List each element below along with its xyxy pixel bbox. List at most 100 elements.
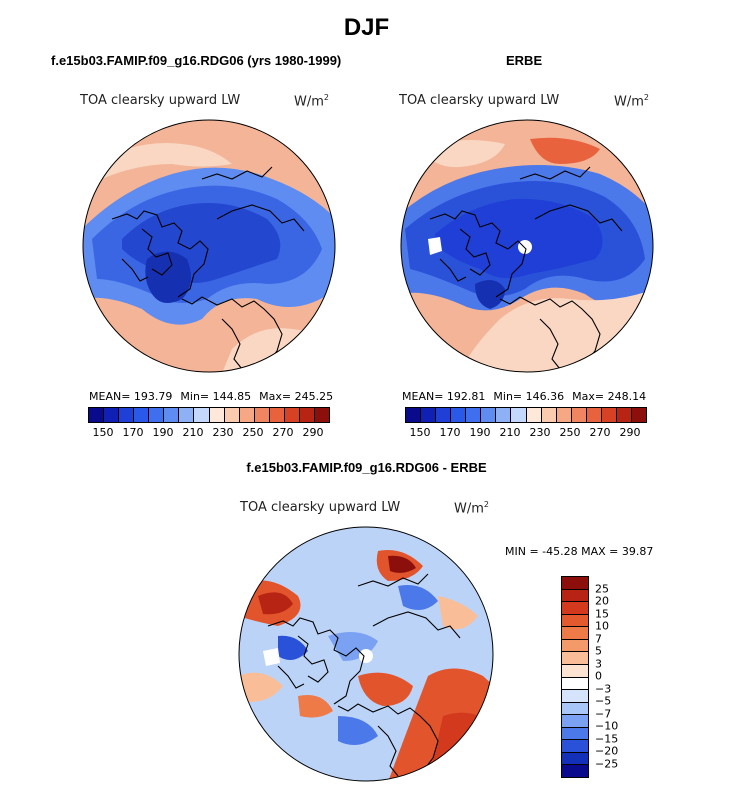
colorbar-swatch [562, 652, 588, 665]
colorbar-swatch [496, 408, 512, 422]
colorbar-swatch [562, 639, 588, 653]
colorbar-swatch [562, 690, 588, 703]
colorbar-tick-label: −7 [595, 707, 612, 720]
colorbar-tick-label: 25 [595, 582, 609, 595]
colorbar-tick-label: −25 [595, 757, 619, 770]
colorbar-tick-label: 170 [122, 426, 144, 439]
colorbar-difference [561, 576, 589, 778]
colorbar-tick-label: −20 [595, 744, 619, 758]
colorbar-tick-label: 290 [619, 426, 641, 439]
colorbar-swatch [556, 408, 572, 422]
colorbar-swatch [562, 740, 588, 753]
colorbar-swatch [562, 715, 588, 728]
colorbar-tick-label: 3 [595, 657, 602, 670]
colorbar-swatch [149, 408, 165, 422]
panel-model-variable: TOA clearsky upward LW [80, 93, 241, 108]
colorbar-erbe [405, 407, 647, 423]
colorbar-tick-label: 150 [92, 426, 114, 439]
diff-minmax: MIN = -45.28 MAX = 39.87 [505, 545, 654, 558]
colorbar-swatch [562, 602, 588, 615]
stat-min: Min= 146.36 [493, 390, 565, 403]
colorbar-swatch [421, 408, 437, 422]
colorbar-swatch [586, 408, 602, 422]
diff-title: f.e15b03.FAMIP.f09_g16.RDG06 - ERBE [246, 460, 487, 475]
stat-mean: MEAN= 193.79 [89, 390, 173, 403]
colorbar-swatch [562, 614, 588, 628]
panel-erbe-title: ERBE [506, 53, 543, 68]
colorbar-swatch [406, 408, 422, 422]
diff-units: W/m2 [454, 500, 489, 517]
polar-map-model [82, 119, 336, 373]
colorbar-swatch [616, 408, 632, 422]
stat-max: Max= 248.14 [572, 390, 647, 403]
colorbar-swatch [562, 664, 588, 678]
colorbar-tick-label: 20 [595, 594, 609, 608]
colorbar-tick-label: 0 [595, 669, 602, 683]
colorbar-swatch [562, 589, 588, 603]
colorbar-tick-label: 10 [595, 619, 609, 633]
colorbar-model-labels: 150 170 190 210 230 250 270 290 [88, 426, 328, 440]
colorbar-tick-label: −10 [595, 719, 619, 733]
colorbar-swatch [269, 408, 285, 422]
colorbar-tick-label: 150 [409, 426, 431, 439]
colorbar-swatch [179, 408, 195, 422]
panel-model-stats: MEAN= 193.79 Min= 144.85 Max= 245.25 [89, 390, 333, 403]
colorbar-tick-label: 230 [212, 426, 234, 439]
colorbar-swatch [194, 408, 210, 422]
colorbar-tick-label: 270 [272, 426, 294, 439]
diff-variable: TOA clearsky upward LW [240, 500, 401, 515]
colorbar-swatch [436, 408, 452, 422]
colorbar-swatch [562, 727, 588, 741]
colorbar-swatch [254, 408, 270, 422]
colorbar-swatch [104, 408, 120, 422]
colorbar-swatch [224, 408, 240, 422]
colorbar-swatch [526, 408, 542, 422]
colorbar-tick-label: 210 [499, 426, 521, 439]
colorbar-tick-label: 250 [242, 426, 264, 439]
colorbar-tick-label: 270 [589, 426, 611, 439]
polar-map-difference [238, 526, 494, 782]
colorbar-swatch [314, 408, 329, 422]
colorbar-swatch [601, 408, 617, 422]
colorbar-swatch [562, 577, 588, 590]
colorbar-swatch [511, 408, 527, 422]
colorbar-swatch [239, 408, 255, 422]
colorbar-swatch [562, 702, 588, 716]
stat-mean: MEAN= 192.81 [402, 390, 486, 403]
polar-map-erbe [400, 119, 654, 373]
colorbar-tick-label: 190 [152, 426, 174, 439]
colorbar-swatch [571, 408, 587, 422]
colorbar-tick-label: −5 [595, 694, 612, 708]
colorbar-tick-label: −15 [595, 732, 619, 745]
colorbar-swatch [89, 408, 105, 422]
panel-erbe-stats: MEAN= 192.81 Min= 146.36 Max= 248.14 [402, 390, 646, 403]
colorbar-swatch [209, 408, 225, 422]
colorbar-difference-labels: 25 20 15 10 7 5 3 0 −3 −5 −7 −10 −15 −20 −25 [595, 576, 625, 776]
colorbar-tick-label: 210 [182, 426, 204, 439]
panel-model-title: f.e15b03.FAMIP.f09_g16.RDG06 (yrs 1980-1… [51, 53, 342, 68]
colorbar-tick-label: 7 [595, 632, 602, 645]
stat-min: Min= 144.85 [180, 390, 252, 403]
colorbar-swatch [299, 408, 315, 422]
colorbar-swatch [284, 408, 300, 422]
colorbar-tick-label: −3 [595, 682, 612, 695]
colorbar-tick-label: 15 [595, 607, 609, 620]
panel-erbe-units: W/m2 [614, 93, 649, 110]
colorbar-tick-label: 190 [469, 426, 491, 439]
colorbar-tick-label: 5 [595, 644, 602, 658]
colorbar-swatch [451, 408, 467, 422]
colorbar-tick-label: 290 [302, 426, 324, 439]
colorbar-tick-label: 230 [529, 426, 551, 439]
colorbar-swatch [466, 408, 482, 422]
colorbar-model [88, 407, 330, 423]
colorbar-swatch [562, 765, 588, 777]
colorbar-erbe-labels: 150 170 190 210 230 250 270 290 [405, 426, 645, 440]
colorbar-swatch [481, 408, 497, 422]
colorbar-swatch [541, 408, 557, 422]
colorbar-swatch [119, 408, 135, 422]
main-title: DJF [343, 14, 390, 41]
colorbar-swatch [562, 627, 588, 640]
panel-model-units: W/m2 [294, 93, 329, 110]
colorbar-tick-label: 170 [439, 426, 461, 439]
colorbar-swatch [134, 408, 150, 422]
